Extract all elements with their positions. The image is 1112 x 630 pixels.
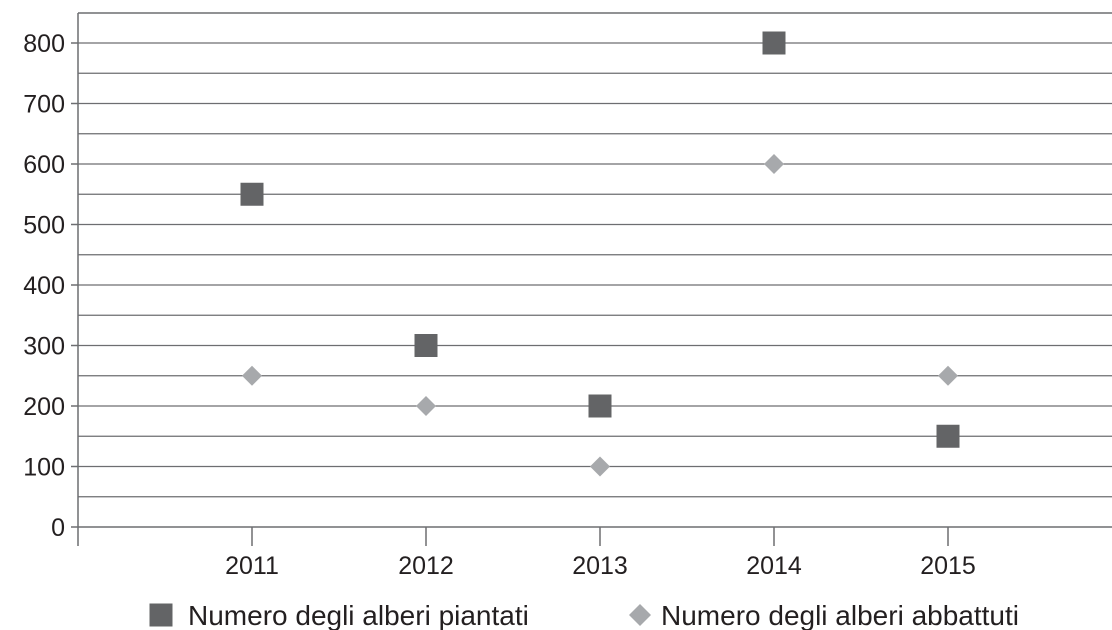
- legend: Numero degli alberi piantati Numero degli…: [149, 600, 1019, 630]
- legend-label: Numero degli alberi abbattuti: [661, 600, 1019, 630]
- y-tick-label: 0: [51, 514, 65, 542]
- data-points: [240, 31, 960, 477]
- x-tick-label: 2011: [225, 552, 279, 580]
- point-piantati-2015: [936, 424, 960, 448]
- x-tick-label: 2013: [572, 552, 628, 580]
- y-tick-label: 400: [23, 272, 65, 300]
- y-tick-label: 600: [23, 151, 65, 179]
- point-piantati-2011: [240, 182, 264, 206]
- point-abbattuti-2013: [590, 456, 610, 477]
- point-piantati-2012: [414, 334, 438, 357]
- x-tick-labels: 2011 2012 2013 2014 2015: [225, 552, 976, 580]
- gridlines: [78, 12, 1112, 498]
- legend-marker-diamond: [629, 604, 651, 626]
- y-tick-label: 700: [23, 91, 65, 119]
- x-tick-label: 2015: [920, 552, 976, 580]
- x-tick-label: 2014: [746, 552, 802, 580]
- legend-label: Numero degli alberi piantati: [188, 600, 529, 630]
- x-tick-label: 2012: [398, 552, 454, 580]
- point-abbattuti-2012: [416, 396, 436, 416]
- point-abbattuti-2015: [938, 365, 958, 386]
- y-tick-label: 200: [23, 393, 65, 421]
- y-tick-labels: 0 100 200 300 400 500 600 700 800: [23, 30, 65, 542]
- axes: [71, 13, 1112, 546]
- point-abbattuti-2011: [242, 365, 262, 386]
- y-tick-label: 800: [23, 30, 65, 58]
- y-tick-label: 500: [23, 212, 65, 240]
- y-tick-label: 100: [23, 454, 65, 482]
- legend-marker-square: [149, 603, 173, 627]
- point-piantati-2013: [588, 394, 612, 418]
- point-abbattuti-2014: [764, 154, 784, 174]
- y-tick-label: 300: [23, 333, 65, 361]
- point-piantati-2014: [762, 31, 786, 55]
